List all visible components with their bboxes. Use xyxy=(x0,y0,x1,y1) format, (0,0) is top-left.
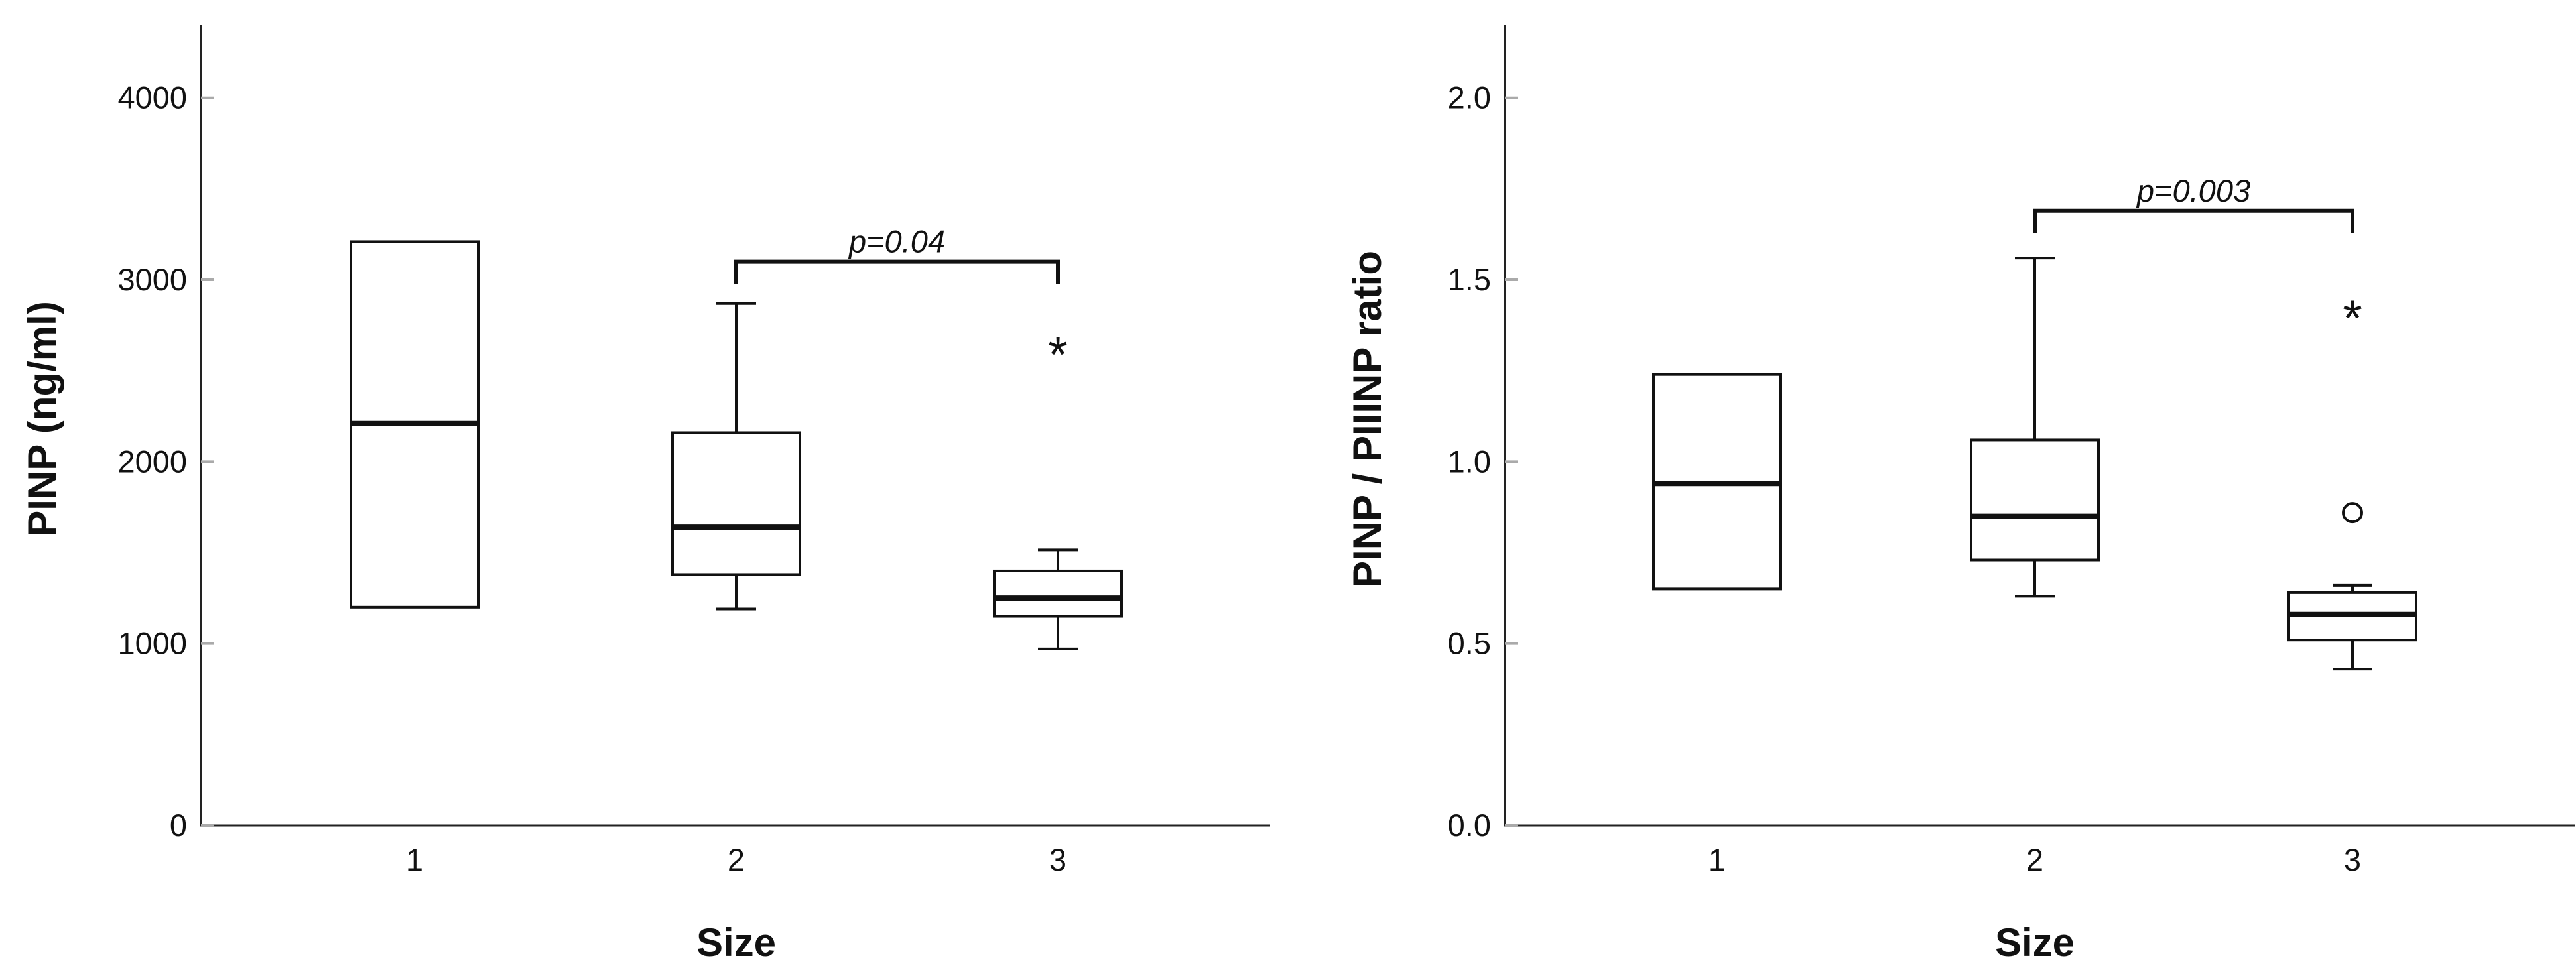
significance-bracket xyxy=(734,259,1060,284)
x-tick-label: 3 xyxy=(2344,842,2361,877)
y-tick-label: 2.0 xyxy=(1448,80,1491,115)
y-tick-label: 2000 xyxy=(117,444,187,479)
iqr-box xyxy=(1970,438,2100,562)
y-axis-title: PINP / PIIINP ratio xyxy=(1345,251,1389,587)
y-tick-label: 0.5 xyxy=(1448,626,1491,661)
x-axis-title: Size xyxy=(696,920,776,965)
box-group: * xyxy=(2287,290,2417,671)
y-tick-label: 1000 xyxy=(117,626,187,661)
x-tick-label: 1 xyxy=(406,842,423,877)
outlier-circle xyxy=(2342,502,2363,524)
y-axis-title: PINP (ng/ml) xyxy=(20,301,64,537)
ratio-boxplot: PINP / PIIINP ratio Size 0.0 0.5 1.0 1.5 2.0… xyxy=(1345,25,2575,965)
iqr-box xyxy=(993,569,1123,618)
box-group xyxy=(671,302,801,611)
y-tick-label: 0.0 xyxy=(1448,808,1491,843)
y-tick-label: 4000 xyxy=(117,80,187,115)
x-tick-label: 2 xyxy=(2026,842,2043,877)
extreme-outlier-star: * xyxy=(2343,290,2362,347)
x-tick-label: 1 xyxy=(1708,842,1726,877)
p-value-label: p=0.003 xyxy=(2136,173,2250,208)
p-value-label: p=0.04 xyxy=(848,224,945,259)
y-tick-label: 1.0 xyxy=(1448,444,1491,479)
extreme-outlier-star: * xyxy=(1048,327,1068,383)
significance-bracket xyxy=(2033,208,2354,233)
box-group xyxy=(350,240,480,609)
y-tick-label: 1.5 xyxy=(1448,262,1491,297)
x-tick-label: 2 xyxy=(728,842,745,877)
iqr-box xyxy=(671,431,801,576)
box-group xyxy=(1970,257,2100,598)
y-tick-label: 0 xyxy=(170,808,187,843)
box-group xyxy=(1652,373,1782,591)
y-tick-label: 3000 xyxy=(117,262,187,297)
x-axis-title: Size xyxy=(1995,920,2075,965)
x-tick-label: 3 xyxy=(1049,842,1066,877)
pinp-boxplot: PINP (ng/ml) Size 0 1000 2000 3000 4000 1 2 3 * p… xyxy=(20,25,1270,965)
box-group: * xyxy=(993,327,1123,650)
